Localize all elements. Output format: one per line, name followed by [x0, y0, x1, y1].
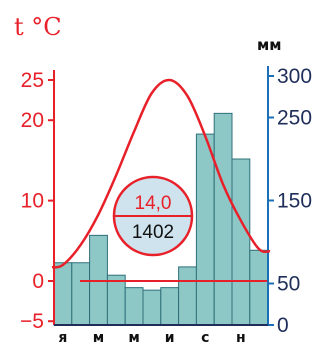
precip-bar — [231, 158, 251, 326]
annual-precipitation: 1402 — [132, 222, 174, 243]
annual-summary-badge: 14,0 1402 — [112, 175, 194, 257]
precip-tick-label: 50 — [277, 273, 300, 296]
precip-bar — [106, 274, 126, 326]
temp-curve — [51, 78, 271, 269]
precip-bar — [195, 133, 215, 326]
temp-unit-label: t °C — [14, 13, 62, 41]
month-label: н — [236, 330, 246, 345]
temp-tick-label: 0 — [32, 270, 44, 293]
precip-bar — [249, 249, 269, 326]
precip-tick-label: 0 — [277, 314, 289, 337]
annual-mean-temp: 14,0 — [135, 193, 172, 214]
precip-bar — [213, 112, 233, 326]
month-label: я — [58, 330, 67, 345]
precip-bar — [178, 266, 197, 326]
temp-tick-label: 10 — [21, 190, 44, 213]
precip-bar — [142, 289, 162, 326]
temp-curve-group — [51, 78, 271, 269]
temp-tick-label: −5 — [20, 310, 44, 333]
tick-labels: 25 20 10 0 −5 300 250 150 50 0 — [20, 65, 312, 337]
month-label: м — [128, 330, 139, 345]
precip-bar — [124, 287, 144, 326]
precip-tick-label: 250 — [277, 107, 312, 130]
precip-unit-label: мм — [257, 36, 282, 54]
month-label: и — [165, 330, 175, 345]
month-label: с — [201, 330, 209, 345]
axes — [53, 66, 269, 326]
precip-tick-label: 300 — [277, 65, 312, 88]
precip-bar — [160, 287, 180, 326]
precip-bar — [53, 262, 73, 326]
precip-tick-label: 150 — [277, 190, 312, 213]
temp-tick-label: 25 — [21, 69, 44, 92]
precip-bar — [71, 262, 91, 326]
month-label: м — [93, 330, 104, 345]
temp-tick-label: 20 — [21, 109, 44, 132]
